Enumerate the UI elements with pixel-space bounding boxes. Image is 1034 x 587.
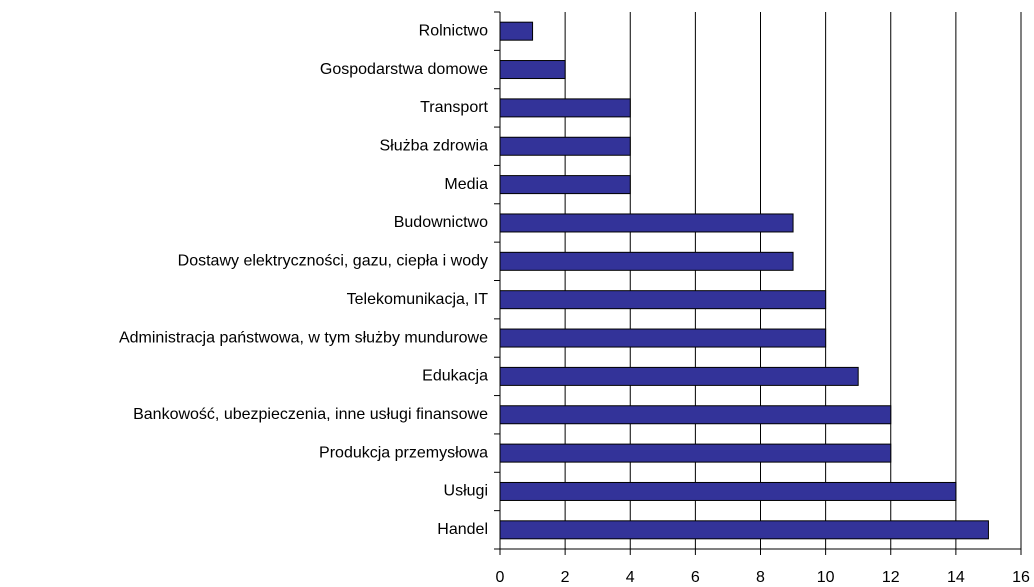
bar [499, 328, 827, 348]
y-tick-label: Usługi [444, 483, 488, 500]
bar [499, 443, 892, 463]
x-tick-label: 4 [626, 569, 635, 586]
y-tick-label: Budownictwo [394, 214, 488, 231]
bar [499, 366, 859, 386]
y-tick-label: Administracja państwowa, w tym służby mu… [119, 329, 488, 346]
y-tick-label: Gospodarstwa domowe [320, 61, 488, 78]
y-tick-label: Media [444, 176, 488, 193]
y-tick-label: Dostawy elektryczności, gazu, ciepła i w… [178, 253, 488, 270]
y-tick-label: Produkcja przemysłowa [319, 444, 488, 461]
y-tick-label: Edukacja [422, 368, 488, 385]
y-tick-label: Transport [420, 99, 488, 116]
y-tick-label: Handel [437, 521, 488, 538]
x-tick-label: 10 [817, 569, 835, 586]
x-tick-label: 6 [691, 569, 700, 586]
bar [499, 213, 794, 233]
bar [499, 481, 957, 501]
y-tick-label: Służba zdrowia [380, 137, 489, 154]
bar [499, 98, 631, 118]
y-tick-label: Bankowość, ubezpieczenia, inne usługi fi… [133, 406, 488, 423]
bar [499, 405, 892, 425]
x-tick-label: 8 [756, 569, 765, 586]
bar [499, 251, 794, 271]
x-tick-label: 16 [1012, 569, 1030, 586]
bar [499, 21, 534, 41]
x-tick-label: 12 [882, 569, 900, 586]
bar [499, 175, 631, 195]
bar [499, 136, 631, 156]
x-tick-label: 14 [947, 569, 965, 586]
x-tick-label: 0 [496, 569, 505, 586]
y-tick-label: Telekomunikacja, IT [347, 291, 489, 308]
x-tick-label: 2 [561, 569, 570, 586]
y-tick-label: Rolnictwo [419, 22, 488, 39]
bar [499, 520, 989, 540]
bar [499, 290, 827, 310]
bar [499, 60, 566, 80]
